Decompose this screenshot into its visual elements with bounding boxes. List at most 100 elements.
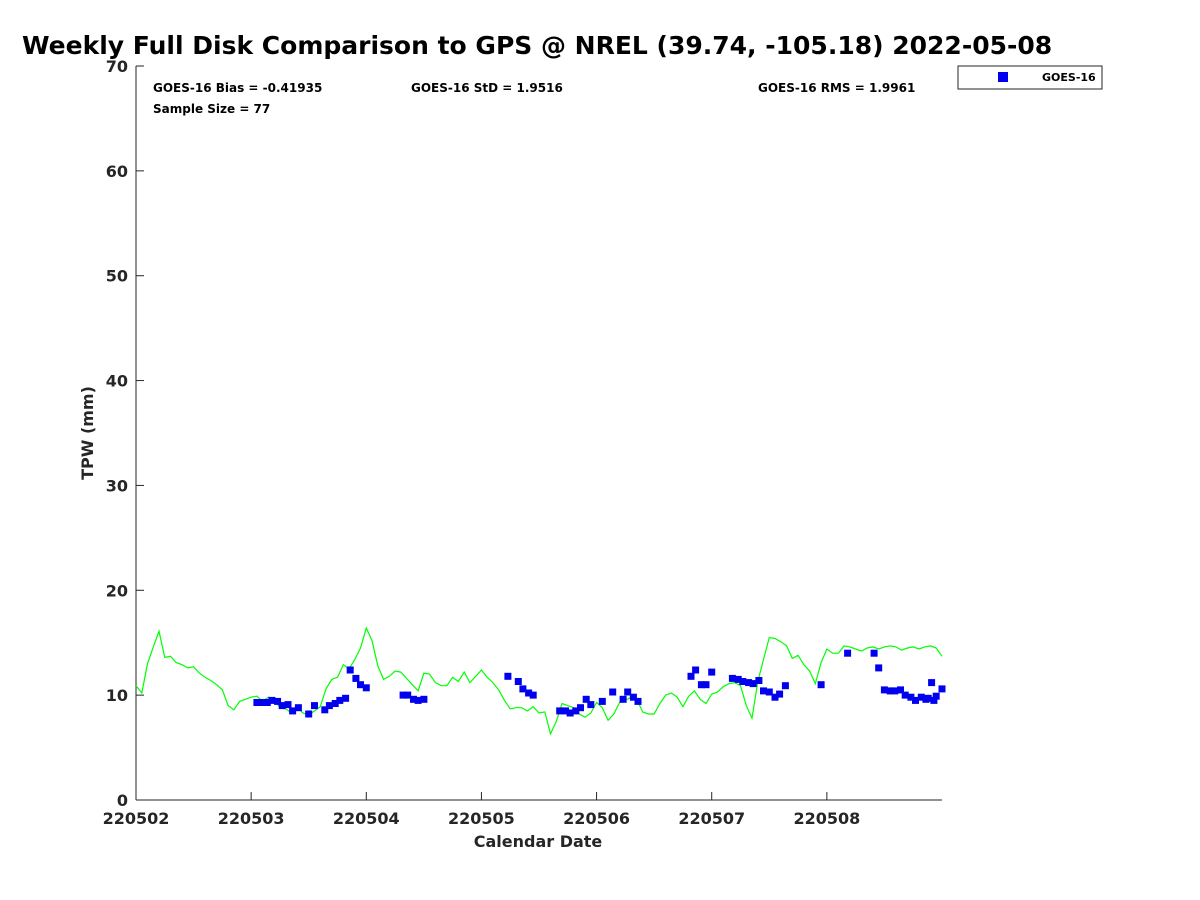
data-point-goes-16 <box>932 692 940 700</box>
chart-title: Weekly Full Disk Comparison to GPS @ NRE… <box>22 31 1052 60</box>
data-point-goes-16 <box>598 697 606 705</box>
data-point-goes-16 <box>624 688 632 696</box>
y-axis-label: TPW (mm) <box>78 386 97 480</box>
data-point-goes-16 <box>755 677 763 684</box>
data-point-goes-16 <box>634 697 642 705</box>
data-point-goes-16 <box>525 689 533 697</box>
stat-std: GOES-16 StD = 1.9516 <box>411 81 563 95</box>
data-point-goes-16 <box>880 686 888 694</box>
data-point-goes-16 <box>844 649 852 657</box>
data-point-goes-16 <box>519 685 527 693</box>
x-axis-ticks: 220502 220503 220504 220505 220506 220507 2205… <box>103 792 860 828</box>
y-tick-label: 50 <box>106 267 128 286</box>
data-point-goes-16 <box>278 702 286 710</box>
data-point-goes-16 <box>305 710 313 718</box>
data-point-goes-16 <box>566 709 574 717</box>
data-point-goes-16 <box>917 693 925 701</box>
data-point-goes-16 <box>619 695 627 703</box>
data-point-goes-16 <box>687 672 695 680</box>
data-point-goes-16 <box>311 702 318 710</box>
data-point-goes-16 <box>886 687 894 695</box>
data-point-goes-16 <box>253 699 261 706</box>
data-point-goes-16 <box>263 699 271 706</box>
data-point-goes-16 <box>708 668 716 676</box>
data-point-goes-16 <box>556 707 564 715</box>
y-tick-label: 30 <box>106 476 128 495</box>
data-point-goes-16 <box>924 694 932 702</box>
data-point-goes-16 <box>629 693 637 701</box>
stat-bias: GOES-16 Bias = -0.41935 <box>153 81 322 95</box>
data-point-goes-16 <box>357 681 364 689</box>
y-axis-ticks: 0 10 20 30 40 50 60 70 <box>106 57 144 810</box>
data-point-goes-16 <box>420 695 428 703</box>
y-tick-label: 70 <box>106 57 128 76</box>
x-tick-label: 220504 <box>333 809 400 828</box>
legend-box <box>957 65 1103 90</box>
data-point-goes-16 <box>938 685 946 693</box>
y-tick-label: 10 <box>106 686 128 705</box>
y-tick-label: 0 <box>117 791 128 810</box>
legend-marker-goes-16 <box>998 72 1008 82</box>
data-point-goes-16 <box>930 696 938 704</box>
y-tick-label: 60 <box>106 162 128 181</box>
x-tick-label: 220507 <box>678 809 745 828</box>
y-tick-label: 20 <box>106 581 128 600</box>
data-point-goes-16 <box>294 704 302 712</box>
data-point-goes-16 <box>352 674 360 682</box>
data-point-goes-16 <box>572 707 580 715</box>
stat-rms: GOES-16 RMS = 1.9961 <box>758 81 915 95</box>
data-point-goes-16 <box>781 682 789 690</box>
x-tick-label: 220505 <box>448 809 515 828</box>
data-point-goes-16 <box>728 674 736 682</box>
data-point-goes-16 <box>745 679 753 687</box>
data-point-goes-16 <box>582 695 590 703</box>
x-tick-label: 220503 <box>218 809 285 828</box>
legend-label-goes-16: GOES-16 <box>1042 71 1096 84</box>
x-tick-label: 220508 <box>793 809 860 828</box>
data-point-goes-16 <box>562 707 569 715</box>
data-point-goes-16 <box>697 681 705 689</box>
data-point-goes-16 <box>870 649 878 657</box>
data-point-goes-16 <box>268 696 276 704</box>
data-point-goes-16 <box>897 686 904 694</box>
data-point-goes-16 <box>734 675 742 683</box>
data-point-goes-16 <box>284 701 292 709</box>
data-point-goes-16 <box>771 693 779 701</box>
data-point-goes-16 <box>331 700 339 707</box>
data-point-goes-16 <box>274 697 282 705</box>
series-layer <box>135 626 946 736</box>
data-point-goes-16 <box>362 684 370 692</box>
data-point-goes-16 <box>901 691 909 699</box>
stat-sample-size: Sample Size = 77 <box>153 102 270 116</box>
data-point-goes-16 <box>529 691 537 699</box>
data-point-goes-16 <box>577 704 584 712</box>
x-axis-label: Calendar Date <box>474 832 603 851</box>
data-point-goes-16 <box>928 679 936 687</box>
data-point-goes-16 <box>776 690 784 698</box>
x-tick-label: 220506 <box>563 809 630 828</box>
data-point-goes-16 <box>414 696 422 704</box>
data-point-goes-16 <box>765 688 773 696</box>
data-point-goes-16 <box>907 693 915 701</box>
legend: GOES-16 <box>957 65 1103 90</box>
data-point-goes-16 <box>587 701 595 709</box>
data-point-goes-16 <box>514 678 522 685</box>
data-point-goes-16 <box>342 694 350 702</box>
data-point-goes-16 <box>739 678 747 685</box>
data-point-goes-16 <box>289 707 297 715</box>
data-point-goes-16 <box>410 695 417 703</box>
data-point-goes-16 <box>258 699 265 706</box>
data-point-goes-16 <box>325 702 333 710</box>
data-point-goes-16 <box>346 666 354 674</box>
plot-area <box>135 66 942 801</box>
data-point-goes-16 <box>504 672 512 680</box>
data-point-goes-16 <box>912 696 919 704</box>
data-point-goes-16 <box>692 666 700 674</box>
data-point-goes-16 <box>404 691 412 699</box>
data-point-goes-16 <box>760 687 767 695</box>
data-point-goes-16 <box>609 688 617 696</box>
y-tick-label: 40 <box>106 372 128 391</box>
data-point-goes-16 <box>875 664 883 672</box>
